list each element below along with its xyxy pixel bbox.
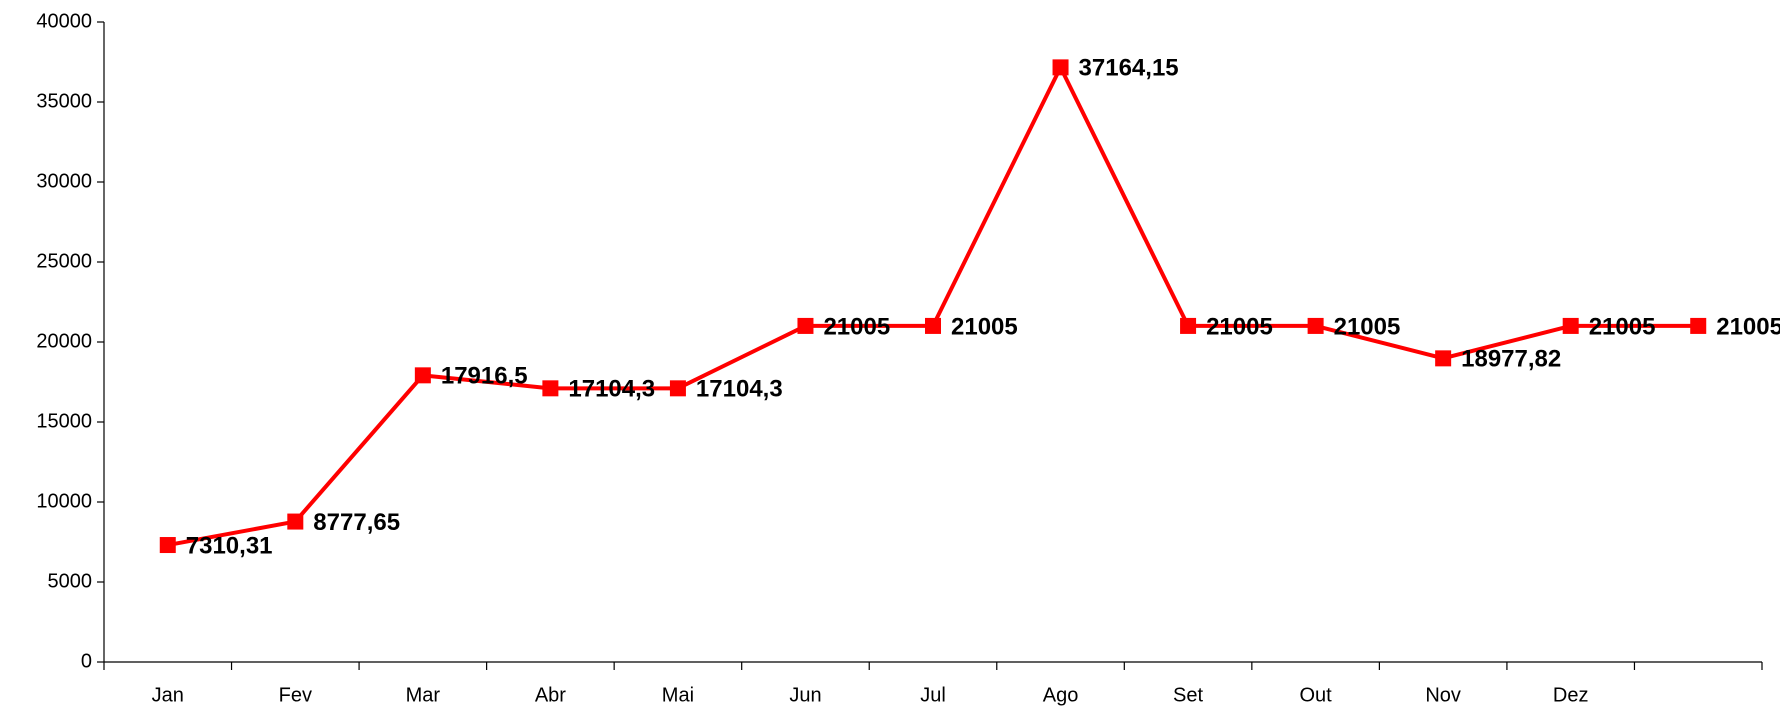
y-tick-label: 10000 [36, 490, 92, 512]
x-tick-label: Jul [920, 684, 946, 706]
y-tick-label: 0 [81, 650, 92, 672]
marker [1690, 317, 1707, 334]
data-label: 21005 [1206, 313, 1273, 340]
y-tick-label: 35000 [36, 90, 92, 112]
x-tick-label: Mar [406, 684, 441, 706]
y-tick-label: 5000 [48, 570, 93, 592]
x-tick-label: Jun [789, 684, 821, 706]
data-label: 21005 [1589, 313, 1656, 340]
x-tick-label: Mai [662, 684, 694, 706]
marker [797, 317, 814, 334]
data-label: 21005 [951, 313, 1018, 340]
x-tick-label: Abr [535, 684, 566, 706]
line [167, 65, 1699, 548]
x-tick-label: Nov [1425, 684, 1461, 706]
data-label: 7310,31 [186, 532, 273, 559]
marker [1052, 59, 1069, 76]
x-tick-label: Fev [279, 684, 312, 706]
data-label: 18977,82 [1461, 346, 1561, 373]
y-tick-label: 25000 [36, 250, 92, 272]
marker [287, 513, 304, 530]
x-tick-label: Set [1173, 684, 1203, 706]
marker [414, 367, 431, 384]
marker [542, 380, 559, 397]
data-label: 17916,5 [441, 363, 528, 390]
marker [159, 537, 176, 554]
marker [1435, 350, 1452, 367]
x-tick-label: Ago [1043, 684, 1079, 706]
data-label: 8777,65 [313, 509, 400, 536]
x-tick-label: Out [1299, 684, 1332, 706]
y-tick-label: 30000 [36, 170, 92, 192]
data-label: 21005 [823, 313, 890, 340]
marker [925, 317, 941, 334]
data-label: 21005 [1334, 313, 1401, 340]
data-label: 17104,3 [568, 376, 655, 403]
y-tick-label: 40000 [36, 10, 92, 32]
x-tick-label: Jan [152, 684, 184, 706]
data-label: 21005 [1716, 313, 1780, 340]
marker [669, 380, 686, 397]
data-label: 17104,3 [696, 376, 783, 403]
data-label: 37164,15 [1079, 55, 1179, 82]
marker [1307, 317, 1324, 334]
y-tick-label: 20000 [36, 330, 92, 352]
y-tick-label: 15000 [36, 410, 92, 432]
x-tick-label: Dez [1553, 684, 1589, 706]
marker [1180, 317, 1197, 334]
marker [1562, 317, 1579, 334]
